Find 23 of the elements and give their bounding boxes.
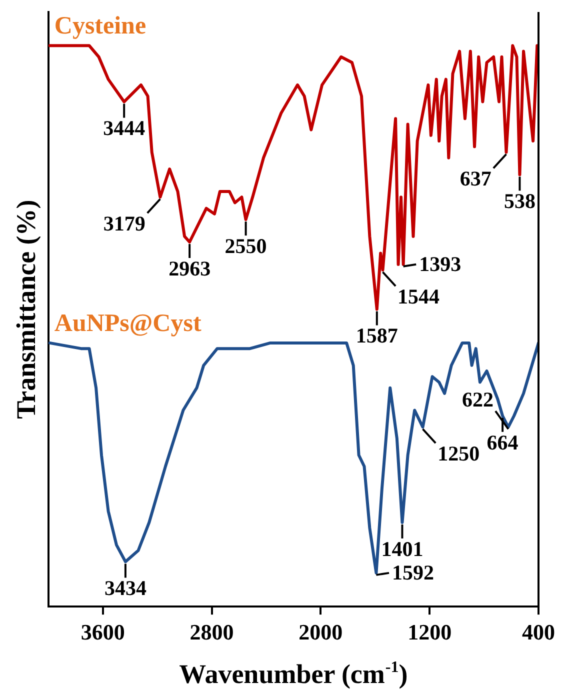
annotation: 3179 (103, 212, 146, 236)
annotation: 538 (504, 189, 536, 214)
series-label: AuNPs@Cyst (54, 310, 202, 337)
annotation: 1587 (356, 324, 398, 348)
annotation: 2963 (168, 256, 211, 280)
x-tick-label: 1200 (408, 619, 452, 644)
annotation: 1401 (381, 536, 424, 561)
y-axis-title: Transmittance (%) (11, 200, 42, 419)
x-tick-label: 2800 (190, 619, 234, 644)
annotation: 3444 (103, 116, 146, 140)
annotation: 1544 (398, 284, 440, 308)
x-tick-label: 400 (522, 619, 555, 644)
annotation: 3434 (104, 576, 147, 600)
x-tick-label: 2000 (298, 619, 343, 644)
annotation: 1592 (392, 560, 434, 584)
annotation: 637 (460, 166, 492, 191)
series-label: Cysteine (54, 12, 146, 40)
annotation: 622 (462, 388, 494, 412)
annotation: 2550 (224, 234, 267, 258)
x-tick-label: 3600 (80, 619, 125, 644)
annotation: 1250 (438, 442, 480, 466)
annotation: 664 (486, 430, 519, 454)
annotation: 1393 (419, 252, 462, 276)
